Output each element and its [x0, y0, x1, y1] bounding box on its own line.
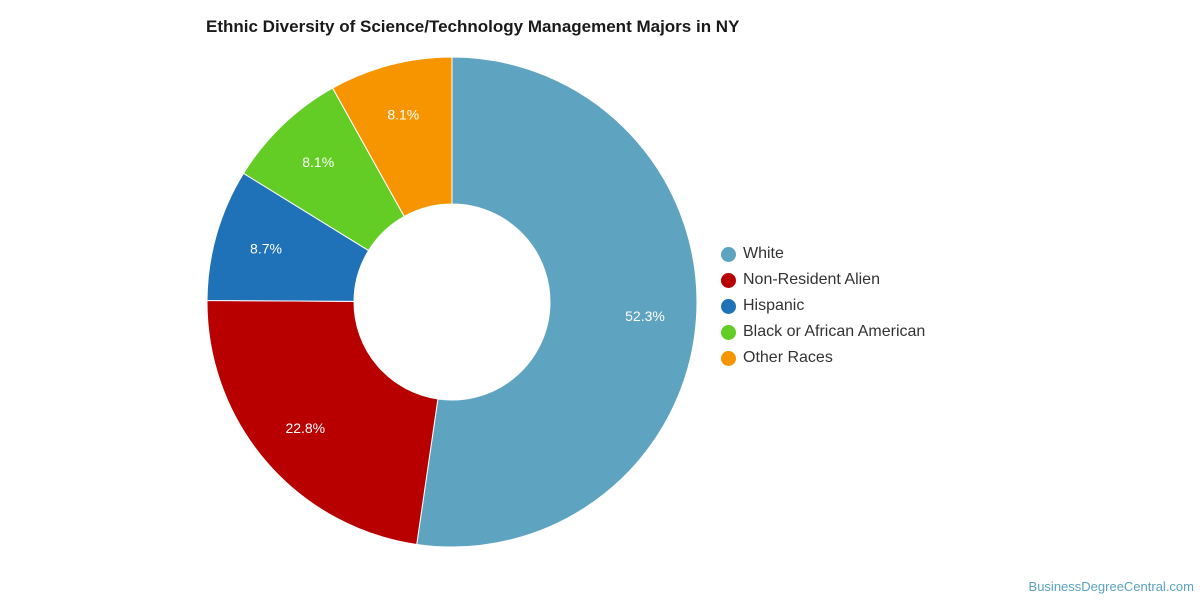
- legend-label: Black or African American: [743, 323, 926, 340]
- slice-other-races[interactable]: [331, 56, 453, 218]
- legend-item-other-races[interactable]: Other Races: [721, 345, 925, 371]
- chart-legend: White Non-Resident Alien Hispanic Black or …: [721, 241, 925, 371]
- legend-label: Hispanic: [743, 297, 805, 314]
- legend-swatch-icon: [721, 324, 736, 340]
- legend-swatch-icon: [721, 298, 736, 314]
- data-label-non-resident-alien: 22.8%: [285, 420, 325, 436]
- legend-label: Other Races: [743, 349, 833, 366]
- legend-swatch-icon: [721, 246, 736, 262]
- legend-swatch-icon: [721, 272, 736, 288]
- legend-item-black-or-african-american[interactable]: Black or African American: [721, 319, 925, 345]
- legend-swatch-icon: [721, 350, 736, 366]
- legend-item-hispanic[interactable]: Hispanic: [721, 293, 925, 319]
- legend-item-non-resident-alien[interactable]: Non-Resident Alien: [721, 267, 925, 293]
- data-label-other-races: 8.1%: [387, 107, 419, 123]
- legend-label: White: [743, 245, 784, 262]
- data-label-black-or-african-american: 8.1%: [302, 154, 334, 170]
- legend-item-white[interactable]: White: [721, 241, 925, 267]
- data-label-hispanic: 8.7%: [250, 241, 282, 257]
- data-label-white: 52.3%: [625, 308, 665, 324]
- slice-white[interactable]: [416, 56, 698, 548]
- slice-non-resident-alien[interactable]: [206, 299, 439, 546]
- chart-title: Ethnic Diversity of Science/Technology M…: [206, 17, 740, 36]
- legend-label: Non-Resident Alien: [743, 271, 880, 288]
- source-credit[interactable]: BusinessDegreeCentral.com: [1028, 579, 1194, 594]
